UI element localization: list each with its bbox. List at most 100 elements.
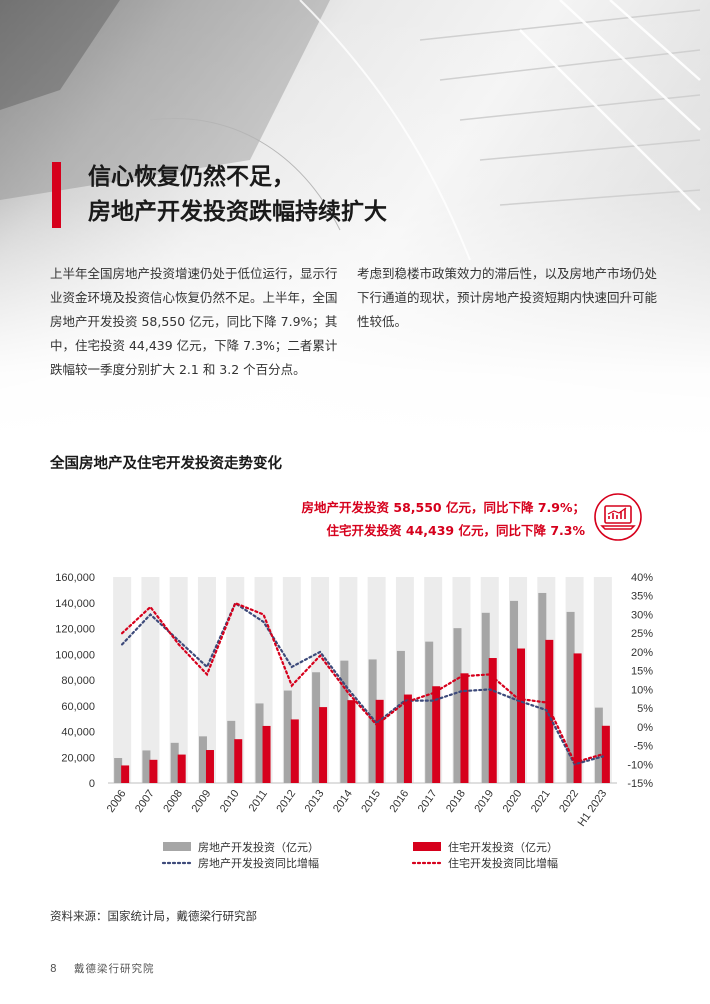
bar-residential-investment bbox=[319, 707, 328, 783]
right-axis-tick-label: 10% bbox=[631, 684, 653, 696]
right-axis-tick-label: 30% bbox=[631, 609, 653, 621]
right-axis-tick-label: -15% bbox=[627, 778, 653, 790]
page-title: 信心恢复仍然不足， 房地产开发投资跌幅持续扩大 bbox=[88, 160, 387, 230]
title-accent-bar bbox=[52, 162, 61, 228]
bar-residential-investment bbox=[403, 694, 412, 783]
right-axis-tick-label: -10% bbox=[627, 759, 653, 771]
legend-label-res-bar: 住宅开发投资（亿元） bbox=[448, 840, 558, 854]
right-axis-tick-label: -5% bbox=[633, 741, 653, 753]
right-axis-tick-label: 0% bbox=[637, 722, 653, 734]
laptop-chart-icon bbox=[594, 493, 642, 541]
right-axis-tick-label: 5% bbox=[637, 703, 653, 715]
bar-residential-investment bbox=[347, 700, 356, 783]
x-axis-tick-label: 2006 bbox=[105, 788, 129, 815]
hero-architecture-background bbox=[0, 0, 710, 440]
footer-org: 戴德梁行研究院 bbox=[74, 963, 155, 975]
x-axis-tick-label: H1 2023 bbox=[576, 788, 610, 829]
right-axis-tick-label: 35% bbox=[631, 591, 653, 603]
x-axis-tick-label: 2009 bbox=[190, 788, 214, 815]
left-axis-tick-label: 160,000 bbox=[55, 572, 95, 584]
title-line-2: 房地产开发投资跌幅持续扩大 bbox=[88, 199, 387, 225]
bar-total-investment bbox=[396, 650, 405, 783]
bar-total-investment bbox=[255, 703, 264, 783]
x-axis-tick-label: 2019 bbox=[472, 788, 496, 815]
bar-residential-investment bbox=[517, 648, 526, 783]
bar-residential-investment bbox=[545, 639, 554, 783]
bar-residential-investment bbox=[121, 765, 130, 783]
source-note: 资料来源：国家统计局，戴德梁行研究部 bbox=[50, 909, 257, 923]
page-number: 8 bbox=[50, 963, 58, 975]
left-axis-tick-label: 120,000 bbox=[55, 624, 95, 636]
column-band bbox=[197, 577, 216, 783]
bar-total-investment bbox=[227, 720, 236, 783]
x-axis-tick-label: 2022 bbox=[557, 788, 581, 815]
left-axis-tick-label: 40,000 bbox=[61, 727, 95, 739]
x-axis-tick-label: 2018 bbox=[444, 788, 468, 815]
line-residential-growth bbox=[120, 601, 605, 764]
x-axis-tick-label: 2021 bbox=[529, 788, 553, 815]
x-axis-tick-label: 2012 bbox=[274, 788, 298, 815]
left-axis-tick-label: 60,000 bbox=[61, 701, 95, 713]
x-axis-tick-label: 2011 bbox=[247, 788, 270, 814]
x-axis-tick-label: 2008 bbox=[161, 788, 185, 815]
chart-title: 全国房地产及住宅开发投资走势变化 bbox=[50, 456, 282, 472]
bar-total-investment bbox=[170, 742, 179, 783]
bar-total-investment bbox=[142, 750, 151, 783]
callout-line-2: 住宅开发投资 44,439 亿元，同比下降 7.3% bbox=[326, 523, 585, 538]
right-axis-tick-label: 40% bbox=[631, 572, 653, 584]
x-axis-tick-label: 2017 bbox=[416, 788, 440, 815]
column-band bbox=[113, 577, 132, 783]
chart-callout: 房地产开发投资 58,550 亿元，同比下降 7.9%； 住宅开发投资 44,4… bbox=[302, 496, 585, 542]
bar-residential-investment bbox=[262, 725, 271, 783]
left-axis-tick-label: 80,000 bbox=[61, 675, 95, 687]
bar-residential-investment bbox=[432, 686, 441, 783]
left-axis-tick-label: 0 bbox=[89, 778, 95, 790]
bar-residential-investment bbox=[488, 658, 497, 783]
bar-total-investment bbox=[283, 690, 292, 783]
bar-residential-investment bbox=[177, 754, 186, 783]
x-axis-tick-label: 2007 bbox=[133, 788, 157, 815]
bar-residential-investment bbox=[149, 759, 158, 783]
x-axis-tick-label: 2010 bbox=[218, 788, 242, 815]
legend-swatch-total-bar bbox=[163, 842, 191, 851]
legend-label-res-line: 住宅开发投资同比增幅 bbox=[448, 856, 558, 870]
bar-total-investment bbox=[538, 592, 547, 783]
bar-total-investment bbox=[453, 628, 462, 783]
column-band bbox=[141, 577, 160, 783]
bar-total-investment bbox=[340, 660, 349, 783]
left-axis-tick-label: 20,000 bbox=[61, 752, 95, 764]
bar-total-investment bbox=[312, 672, 321, 783]
right-axis-tick-label: 15% bbox=[631, 666, 653, 678]
bar-residential-investment bbox=[573, 653, 582, 783]
x-axis-tick-label: 2014 bbox=[331, 788, 355, 815]
bar-total-investment bbox=[594, 707, 603, 783]
bar-residential-investment bbox=[290, 719, 299, 783]
bar-total-investment bbox=[425, 641, 434, 783]
right-axis-tick-label: 25% bbox=[631, 628, 653, 640]
bar-residential-investment bbox=[601, 725, 610, 783]
bar-total-investment bbox=[510, 600, 519, 783]
x-axis-tick-label: 2013 bbox=[303, 788, 327, 815]
callout-line-1: 房地产开发投资 58,550 亿元，同比下降 7.9%； bbox=[301, 500, 585, 515]
architecture-lines bbox=[0, 0, 701, 261]
x-axis-tick-label: 2015 bbox=[359, 788, 383, 815]
investment-chart: 160,000 140,000 120,000 100,000 80,000 60,000… bbox=[55, 572, 653, 870]
bar-residential-investment bbox=[375, 699, 384, 783]
left-axis-tick-label: 140,000 bbox=[55, 598, 95, 610]
left-axis-tick-label: 100,000 bbox=[55, 649, 95, 661]
body-paragraph-left: 上半年全国房地产投资增速仍处于低位运行，显示行业资金环境及投资信心恢复仍然不足。… bbox=[50, 266, 338, 377]
legend-label-total-line: 房地产开发投资同比增幅 bbox=[198, 856, 319, 870]
bar-total-investment bbox=[198, 736, 207, 783]
bar-total-investment bbox=[481, 612, 490, 783]
x-axis-tick-label: 2020 bbox=[501, 788, 525, 815]
x-axis-tick-label: 2016 bbox=[388, 788, 412, 815]
bar-residential-investment bbox=[234, 739, 243, 783]
bar-residential-investment bbox=[460, 673, 469, 783]
right-axis-tick-label: 20% bbox=[631, 647, 653, 659]
page-footer: 8 戴德梁行研究院 bbox=[50, 961, 155, 976]
legend-label-total-bar: 房地产开发投资（亿元） bbox=[198, 840, 319, 854]
bar-total-investment bbox=[566, 611, 575, 783]
column-band bbox=[169, 577, 188, 783]
body-paragraph-right: 考虑到稳楼市政策效力的滞后性，以及房地产市场仍处下行通道的现状，预计房地产投资短… bbox=[357, 266, 658, 329]
title-line-1: 信心恢复仍然不足， bbox=[88, 164, 295, 190]
